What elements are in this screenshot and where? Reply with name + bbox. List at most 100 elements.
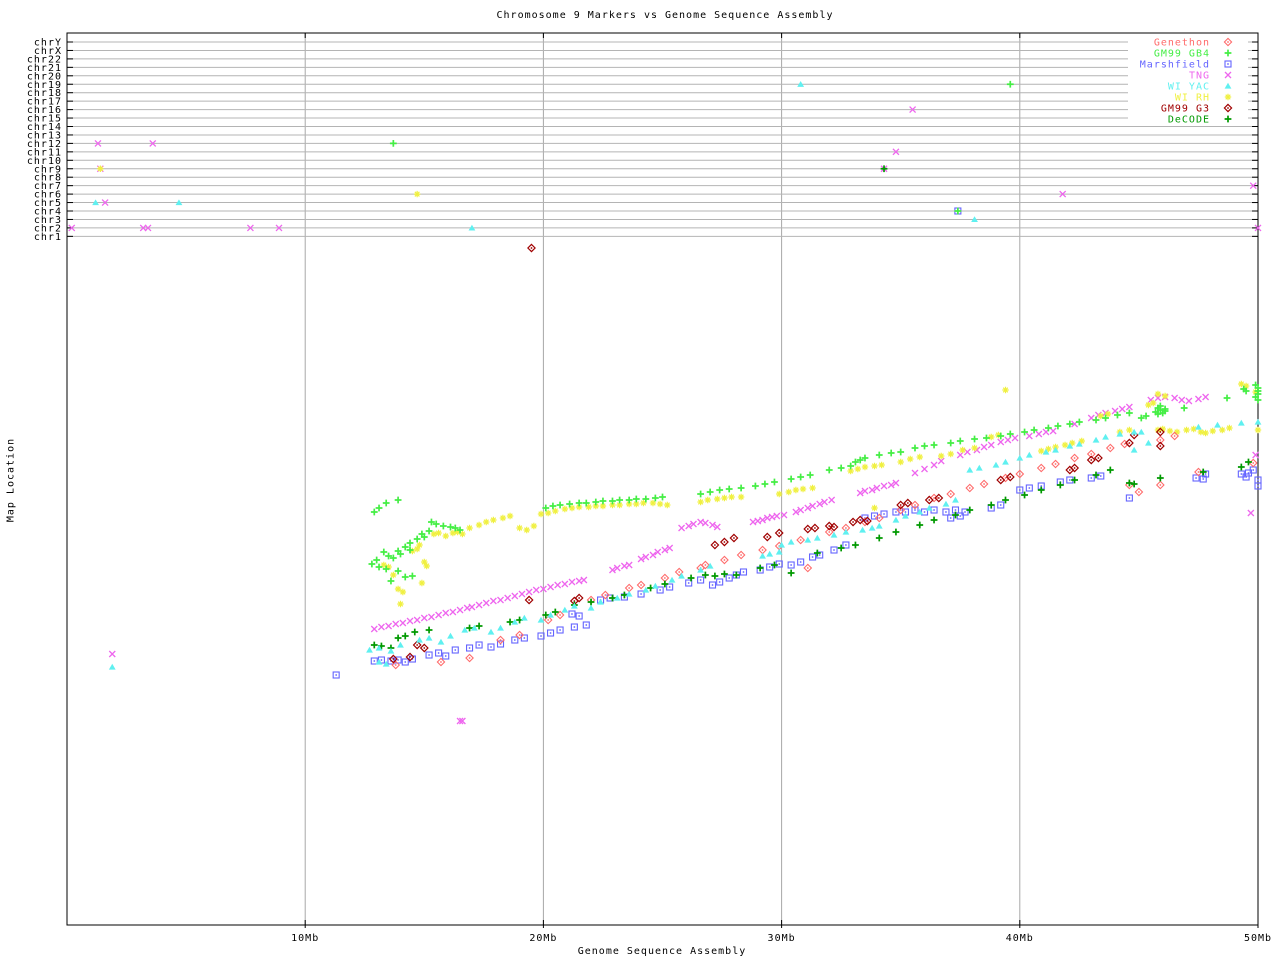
scatter-point — [847, 462, 855, 470]
scatter-point — [391, 660, 401, 670]
scatter-point — [475, 521, 483, 529]
row-label-chr18: chr18 — [27, 88, 62, 99]
scatter-point — [597, 598, 604, 605]
scatter-point — [1075, 418, 1083, 426]
scatter-point — [701, 571, 709, 579]
scatter-point — [428, 518, 435, 526]
scatter-point — [1242, 387, 1250, 395]
row-label-chr4: chr4 — [34, 207, 62, 218]
series-decode — [370, 458, 1252, 652]
scatter-point — [971, 435, 978, 443]
x-tick-40Mb: 40Mb — [1006, 933, 1034, 944]
scatter-point — [759, 516, 767, 524]
scatter-point — [1156, 402, 1164, 410]
scatter-point — [829, 522, 839, 532]
scatter-point — [394, 567, 402, 575]
scatter-point — [642, 586, 650, 593]
scatter-point — [1130, 480, 1138, 488]
scatter-point — [1070, 463, 1080, 473]
scatter-point — [392, 620, 400, 628]
scatter-point — [847, 467, 854, 475]
scatter-point — [459, 530, 466, 538]
row-label-chr3: chr3 — [34, 215, 62, 226]
scatter-point — [880, 510, 888, 518]
scatter-point — [388, 654, 398, 664]
scatter-point — [456, 717, 464, 725]
scatter-point — [761, 480, 769, 488]
scatter-point — [373, 556, 381, 564]
scatter-point — [1224, 71, 1232, 79]
scatter-point — [1238, 380, 1245, 388]
scatter-point — [1155, 427, 1165, 437]
scatter-point — [537, 510, 545, 518]
scatter-point — [956, 512, 964, 520]
scatter-point — [971, 444, 978, 452]
scatter-point — [649, 499, 657, 507]
scatter-point — [656, 500, 664, 508]
plot-border — [66, 32, 1259, 928]
scatter-point — [816, 500, 824, 508]
scatter-point — [520, 614, 528, 621]
scatter-point — [997, 438, 1005, 446]
scatter-point — [1237, 419, 1245, 426]
scatter-point — [592, 498, 600, 506]
scatter-point — [370, 508, 378, 516]
scatter-point — [547, 611, 554, 618]
scatter-point — [809, 502, 817, 510]
scatter-point — [511, 592, 519, 600]
scatter-point — [625, 561, 633, 569]
scatter-point — [642, 495, 650, 503]
scatter-point — [937, 452, 945, 460]
scatter-point — [465, 653, 474, 663]
scatter-point — [582, 499, 590, 507]
scatter-point — [1194, 467, 1203, 477]
scatter-point — [1001, 473, 1010, 483]
legend-label: WI YAC — [1168, 82, 1210, 93]
scatter-point — [659, 493, 666, 501]
scatter-point — [1005, 472, 1015, 482]
scatter-point — [937, 457, 945, 465]
scatter-point — [1016, 486, 1024, 494]
scatter-point — [1061, 441, 1069, 449]
scatter-point — [1037, 486, 1045, 494]
scatter-point — [778, 541, 785, 548]
scatter-point — [370, 641, 378, 649]
scatter-point — [642, 553, 650, 561]
scatter-point — [842, 541, 850, 549]
scatter-point — [524, 595, 534, 605]
scatter-point — [710, 540, 720, 550]
scatter-point — [1224, 60, 1232, 68]
scatter-point — [523, 526, 530, 534]
scatter-point — [496, 635, 505, 645]
scatter-point — [997, 432, 1005, 440]
y-axis-label: Map Location — [5, 437, 17, 523]
scatter-point — [439, 522, 447, 530]
scatter-point — [785, 488, 792, 496]
scatter-point — [375, 563, 383, 571]
scatter-point — [1106, 466, 1114, 474]
scatter-point — [506, 512, 514, 520]
scatter-point — [449, 529, 457, 537]
scatter-point — [983, 434, 990, 442]
scatter-point — [995, 431, 1002, 439]
scatter-point — [1004, 436, 1012, 444]
scatter-point — [1209, 427, 1216, 435]
scatter-point — [609, 497, 616, 505]
scatter-point — [399, 588, 407, 596]
scatter-point — [1092, 416, 1100, 424]
scatter-point — [697, 498, 704, 506]
scatter-point — [332, 671, 340, 679]
scatter-point — [758, 545, 767, 555]
scatter-point — [887, 481, 895, 489]
scatter-point — [385, 622, 393, 630]
scatter-point — [1192, 474, 1200, 482]
scatter-point — [442, 532, 449, 540]
scatter-point — [506, 618, 514, 626]
scatter-point — [552, 507, 559, 515]
scatter-point — [762, 532, 772, 542]
scatter-point — [436, 657, 446, 667]
scatter-point — [942, 508, 950, 516]
scatter-point — [797, 506, 805, 514]
scatter-point — [892, 528, 900, 536]
scatter-point — [416, 541, 423, 549]
